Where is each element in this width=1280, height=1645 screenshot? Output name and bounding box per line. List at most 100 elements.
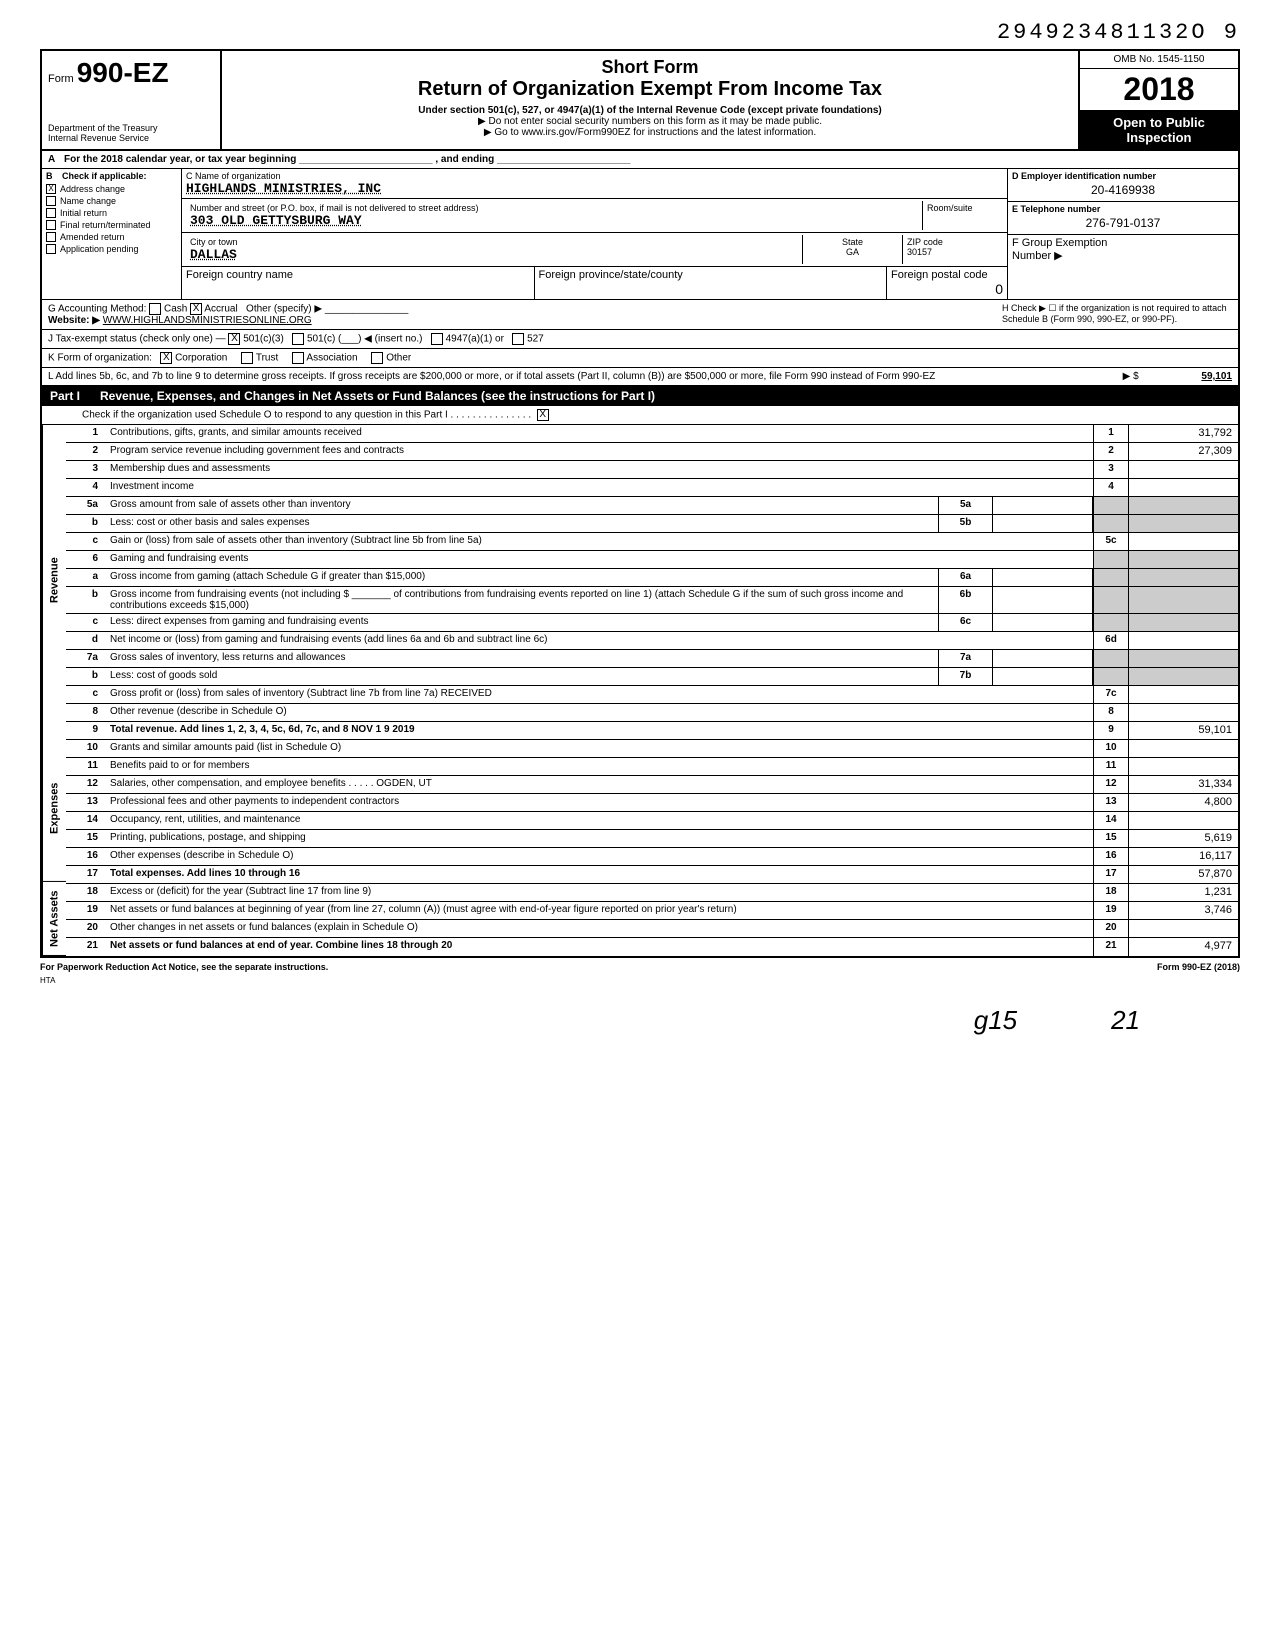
- title-short-form: Short Form: [232, 57, 1068, 78]
- form-number: 990-EZ: [77, 57, 169, 88]
- chk-trust[interactable]: [241, 352, 253, 364]
- line-row: 13Professional fees and other payments t…: [66, 794, 1238, 812]
- line-row: 5aGross amount from sale of assets other…: [66, 497, 1238, 515]
- zip: 30157: [907, 247, 999, 257]
- line-row: cGain or (loss) from sale of assets othe…: [66, 533, 1238, 551]
- title-url: ▶ Go to www.irs.gov/Form990EZ for instru…: [232, 127, 1068, 138]
- line-row: 19Net assets or fund balances at beginni…: [66, 902, 1238, 920]
- row-l-gross-receipts: L Add lines 5b, 6c, and 7b to line 9 to …: [40, 368, 1240, 386]
- room-label: Room/suite: [927, 203, 999, 213]
- line-row: 6Gaming and fundraising events: [66, 551, 1238, 569]
- chk-accrual[interactable]: X: [190, 303, 202, 315]
- chk-name-change[interactable]: [46, 196, 56, 206]
- title-section: Under section 501(c), 527, or 4947(a)(1)…: [232, 105, 1068, 116]
- chk-address-change[interactable]: X: [46, 184, 56, 194]
- foreign-country-label: Foreign country name: [186, 269, 530, 281]
- part1-header: Part I Revenue, Expenses, and Changes in…: [40, 386, 1240, 406]
- row-g-accounting: G Accounting Method: Cash X Accrual Othe…: [40, 300, 1240, 330]
- line-row: 16Other expenses (describe in Schedule O…: [66, 848, 1238, 866]
- street-address: 303 OLD GETTYSBURG WAY: [190, 213, 918, 228]
- chk-app-pending[interactable]: [46, 244, 56, 254]
- line-row: 20Other changes in net assets or fund ba…: [66, 920, 1238, 938]
- header-center: Short Form Return of Organization Exempt…: [222, 51, 1078, 149]
- chk-4947[interactable]: [431, 333, 443, 345]
- chk-other-org[interactable]: [371, 352, 383, 364]
- form-footer: Form 990-EZ (2018): [1157, 962, 1240, 972]
- line-row: cGross profit or (loss) from sales of in…: [66, 686, 1238, 704]
- section-identity: BCheck if applicable: XAddress change Na…: [40, 169, 1240, 300]
- chk-cash[interactable]: [149, 303, 161, 315]
- chk-amended[interactable]: [46, 232, 56, 242]
- addr-label: Number and street (or P.O. box, if mail …: [190, 203, 918, 213]
- open-public: Open to Public Inspection: [1080, 111, 1238, 149]
- line-row: cLess: direct expenses from gaming and f…: [66, 614, 1238, 632]
- top-stamp-number: 294923481132O 9: [40, 20, 1240, 45]
- title-return: Return of Organization Exempt From Incom…: [232, 78, 1068, 101]
- hta: HTA: [40, 976, 1240, 985]
- line-row: bLess: cost or other basis and sales exp…: [66, 515, 1238, 533]
- tax-year: 2018: [1080, 69, 1238, 111]
- chk-final-return[interactable]: [46, 220, 56, 230]
- org-name-label: C Name of organization: [186, 171, 1003, 181]
- state: GA: [807, 247, 898, 257]
- line-row: 11Benefits paid to or for members11: [66, 758, 1238, 776]
- part1-check-row: Check if the organization used Schedule …: [40, 406, 1240, 425]
- row-h-schedule-b: H Check ▶ ☐ if the organization is not r…: [1002, 303, 1232, 326]
- col-d-ein-tel: D Employer identification number 20-4169…: [1008, 169, 1238, 299]
- chk-527[interactable]: [512, 333, 524, 345]
- line-row: bLess: cost of goods sold7b: [66, 668, 1238, 686]
- line-row: 8Other revenue (describe in Schedule O)8: [66, 704, 1238, 722]
- line-row: 14Occupancy, rent, utilities, and mainte…: [66, 812, 1238, 830]
- line-row: 10Grants and similar amounts paid (list …: [66, 740, 1238, 758]
- line-row: 3Membership dues and assessments3: [66, 461, 1238, 479]
- line-row: 15Printing, publications, postage, and s…: [66, 830, 1238, 848]
- col-b-checkboxes: BCheck if applicable: XAddress change Na…: [42, 169, 182, 299]
- chk-schedule-o[interactable]: X: [537, 409, 549, 421]
- row-k-form-org: K Form of organization: X Corporation Tr…: [40, 349, 1240, 368]
- chk-assoc[interactable]: [292, 352, 304, 364]
- omb-number: OMB No. 1545-1150: [1080, 51, 1238, 69]
- line-row: 2Program service revenue including gover…: [66, 443, 1238, 461]
- chk-corp[interactable]: X: [160, 352, 172, 364]
- chk-501c3[interactable]: X: [228, 333, 240, 345]
- line-row: 9Total revenue. Add lines 1, 2, 3, 4, 5c…: [66, 722, 1238, 740]
- gross-receipts: 59,101: [1141, 371, 1232, 382]
- handwritten-g15: g15: [974, 1005, 1017, 1035]
- zip-label: ZIP code: [907, 237, 999, 247]
- expenses-label: Expenses: [42, 735, 66, 882]
- line-row: bGross income from fundraising events (n…: [66, 587, 1238, 614]
- foreign-postal-label: Foreign postal code: [891, 269, 1003, 281]
- paperwork-notice: For Paperwork Reduction Act Notice, see …: [40, 962, 328, 972]
- chk-initial-return[interactable]: [46, 208, 56, 218]
- form-prefix: Form: [48, 73, 74, 85]
- line-table: Revenue Expenses Net Assets 1Contributio…: [40, 425, 1240, 958]
- dept-irs: Internal Revenue Service: [48, 133, 214, 143]
- group-exemption-label: F Group Exemption: [1012, 237, 1234, 249]
- form-header: Form 990-EZ Department of the Treasury I…: [40, 49, 1240, 151]
- ein: 20-4169938: [1012, 181, 1234, 199]
- tel-label: E Telephone number: [1012, 204, 1234, 214]
- header-left: Form 990-EZ Department of the Treasury I…: [42, 51, 222, 149]
- city-label: City or town: [190, 237, 798, 247]
- row-a-calendar-year: AFor the 2018 calendar year, or tax year…: [40, 151, 1240, 169]
- col-c-org-info: C Name of organization HIGHLANDS MINISTR…: [182, 169, 1008, 299]
- line-row: 12Salaries, other compensation, and empl…: [66, 776, 1238, 794]
- footer: For Paperwork Reduction Act Notice, see …: [40, 958, 1240, 976]
- revenue-label: Revenue: [42, 425, 66, 735]
- line-row: 21Net assets or fund balances at end of …: [66, 938, 1238, 956]
- org-name: HIGHLANDS MINISTRIES, INC: [186, 181, 1003, 196]
- header-right: OMB No. 1545-1150 2018 Open to Public In…: [1078, 51, 1238, 149]
- ein-label: D Employer identification number: [1012, 171, 1234, 181]
- netassets-label: Net Assets: [42, 882, 66, 956]
- website: WWW.HIGHLANDSMINISTRIESONLINE.ORG: [103, 315, 312, 326]
- state-label: State: [807, 237, 898, 247]
- handwritten-21: 21: [1111, 1005, 1140, 1035]
- chk-501c[interactable]: [292, 333, 304, 345]
- line-row: aGross income from gaming (attach Schedu…: [66, 569, 1238, 587]
- title-ssn-note: ▶ Do not enter social security numbers o…: [232, 116, 1068, 127]
- telephone: 276-791-0137: [1012, 214, 1234, 232]
- foreign-prov-label: Foreign province/state/county: [539, 269, 883, 281]
- foreign-postal: 0: [891, 281, 1003, 297]
- line-row: 1Contributions, gifts, grants, and simil…: [66, 425, 1238, 443]
- line-row: 7aGross sales of inventory, less returns…: [66, 650, 1238, 668]
